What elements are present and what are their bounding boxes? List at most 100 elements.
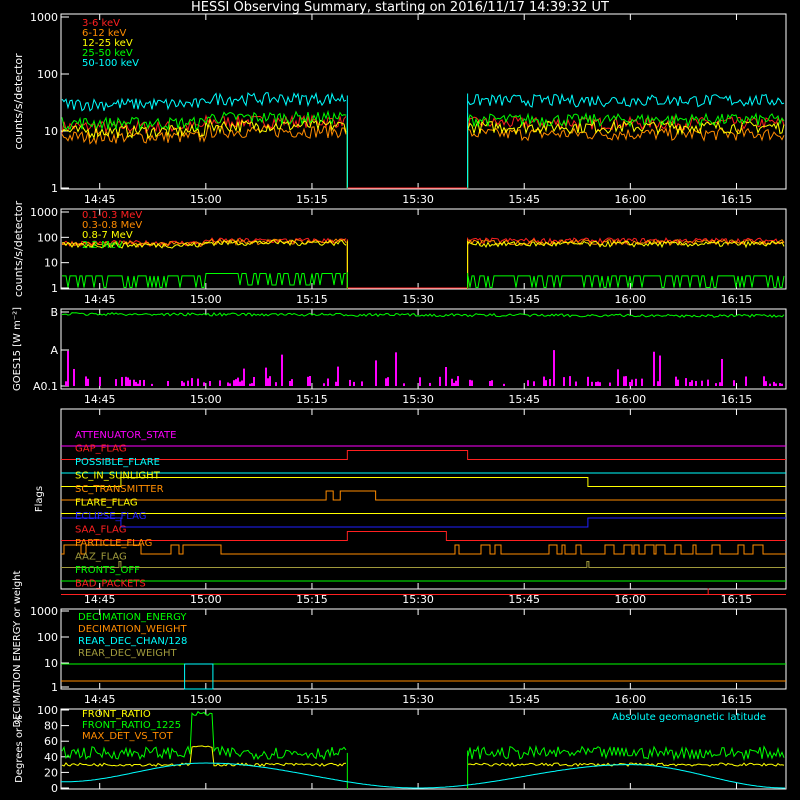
y-axis-label: Degrees or %: [14, 715, 25, 783]
goes-short-bar: [133, 379, 135, 386]
goes-short-bar: [181, 380, 183, 386]
goes-short-bar: [125, 376, 127, 386]
goes-short-bar: [281, 354, 283, 386]
y-tick-label: 100: [37, 68, 58, 81]
time-tick-label: 15:45: [508, 393, 540, 406]
y-tick-label: 60: [44, 735, 58, 748]
goes-short-bar: [253, 376, 255, 386]
time-tick-label: 15:00: [190, 193, 222, 206]
front-ratio-1225-line: [61, 710, 785, 762]
flag-label: FRONTS_OFF: [75, 565, 140, 576]
legend-entry: DECIMATION_WEIGHT: [78, 624, 187, 635]
time-tick-label: 15:45: [508, 593, 540, 606]
y-axis-label: counts/s/detector: [12, 200, 25, 297]
y-tick-label: 10: [44, 125, 58, 138]
series-line: [62, 273, 785, 288]
time-tick-label: 14:45: [84, 193, 116, 206]
time-tick-label: 15:15: [296, 193, 328, 206]
goes-short-bar: [337, 366, 339, 386]
goes-short-bar: [353, 381, 355, 386]
goes-short-bar: [269, 376, 271, 386]
y-tick-label: 10: [44, 657, 58, 670]
goes-short-bar: [387, 377, 389, 386]
goes-short-bar: [127, 377, 129, 386]
panel-frame: [60, 13, 787, 190]
goes-short-bar: [307, 376, 309, 386]
goes-short-bar: [595, 381, 597, 386]
goes-short-bar: [779, 383, 781, 386]
goes-short-bar: [769, 383, 771, 386]
y-tick-label: 1: [51, 282, 58, 295]
goes-short-bar: [229, 383, 231, 386]
goes-short-bar: [609, 382, 611, 386]
legend-entry: 12-25 keV: [82, 38, 133, 49]
goes-short-bar: [251, 383, 253, 386]
y-tick-label: 10: [44, 257, 58, 270]
goes-short-bar: [453, 382, 455, 386]
time-tick-label: 14:45: [84, 293, 116, 306]
goes-short-bar: [249, 383, 251, 386]
goes-short-bar: [653, 351, 655, 386]
legend-entry: 50-100 keV: [82, 58, 139, 69]
goes-short-bar: [563, 377, 565, 386]
legend-entry: FRONT_RATIO_1225: [82, 720, 181, 731]
time-tick-label: 16:15: [721, 393, 753, 406]
goes-short-bar: [471, 380, 473, 386]
goes-short-bar: [375, 360, 377, 386]
page-title: HESSI Observing Summary, starting on 201…: [191, 0, 609, 15]
rear-dec-chan-box: [184, 663, 214, 690]
goes-short-bar: [543, 376, 545, 386]
time-tick-label: 14:45: [84, 393, 116, 406]
y-axis-label: counts/s/detector: [12, 53, 25, 150]
goes-short-bar: [623, 376, 625, 386]
flag-line: [61, 517, 786, 528]
flag-label: ECLIPSE_FLAG: [75, 511, 146, 522]
goes-short-bar: [183, 382, 185, 386]
time-tick-label: 15:30: [402, 193, 434, 206]
goes-short-bar: [635, 378, 637, 386]
y-tick-label: 80: [44, 720, 58, 733]
goes-short-bar: [227, 382, 229, 386]
y-axis-label: Flags: [34, 486, 45, 512]
y-tick-label: 40: [44, 751, 58, 764]
goes-short-bar: [587, 376, 589, 386]
goes-short-bar: [233, 380, 235, 386]
y-tick-label: 1000: [30, 11, 58, 24]
flag-line: [61, 477, 786, 487]
goes-short-bar: [219, 380, 221, 386]
goes-short-bar: [553, 350, 555, 386]
series-line: [61, 238, 785, 249]
goes-short-bar: [197, 378, 199, 386]
goes-short-bar: [323, 383, 325, 386]
flag-label: POSSIBLE_FLARE: [75, 457, 160, 468]
goes-short-bar: [87, 378, 89, 386]
goes-short-bar: [167, 380, 169, 386]
flag-label: SAA_FLAG: [75, 525, 126, 536]
legend-entry: FRONT_RATIO: [82, 709, 151, 720]
goes-short-bar: [527, 380, 529, 386]
goes-short-bar: [439, 376, 441, 386]
y-tick-label: 100: [37, 231, 58, 244]
goes-short-bar: [235, 379, 237, 386]
time-tick-label: 15:15: [296, 293, 328, 306]
goes-short-bar: [237, 377, 239, 386]
goes-short-bar: [275, 382, 277, 386]
goes-short-bar: [121, 377, 123, 386]
time-tick-label: 15:30: [402, 293, 434, 306]
goes-short-bar: [745, 376, 747, 386]
y-tick-label: A0.1: [33, 380, 58, 393]
goes-short-bar: [625, 376, 627, 386]
y-tick-label: 1000: [30, 206, 58, 219]
time-tick-label: 15:30: [402, 593, 434, 606]
goes-short-bar: [775, 383, 777, 386]
goes-short-bar: [657, 381, 659, 386]
panel-frame: [60, 708, 787, 790]
goes-short-bar: [143, 379, 145, 386]
goes-short-bar: [597, 381, 599, 386]
goes-short-bar: [327, 378, 329, 386]
legend-entry: DECIMATION_ENERGY: [78, 612, 187, 623]
time-tick-label: 15:45: [508, 193, 540, 206]
legend-entry: 3-6 keV: [82, 18, 120, 29]
goes-short-bar: [489, 381, 491, 386]
goes-short-bar: [85, 376, 87, 386]
